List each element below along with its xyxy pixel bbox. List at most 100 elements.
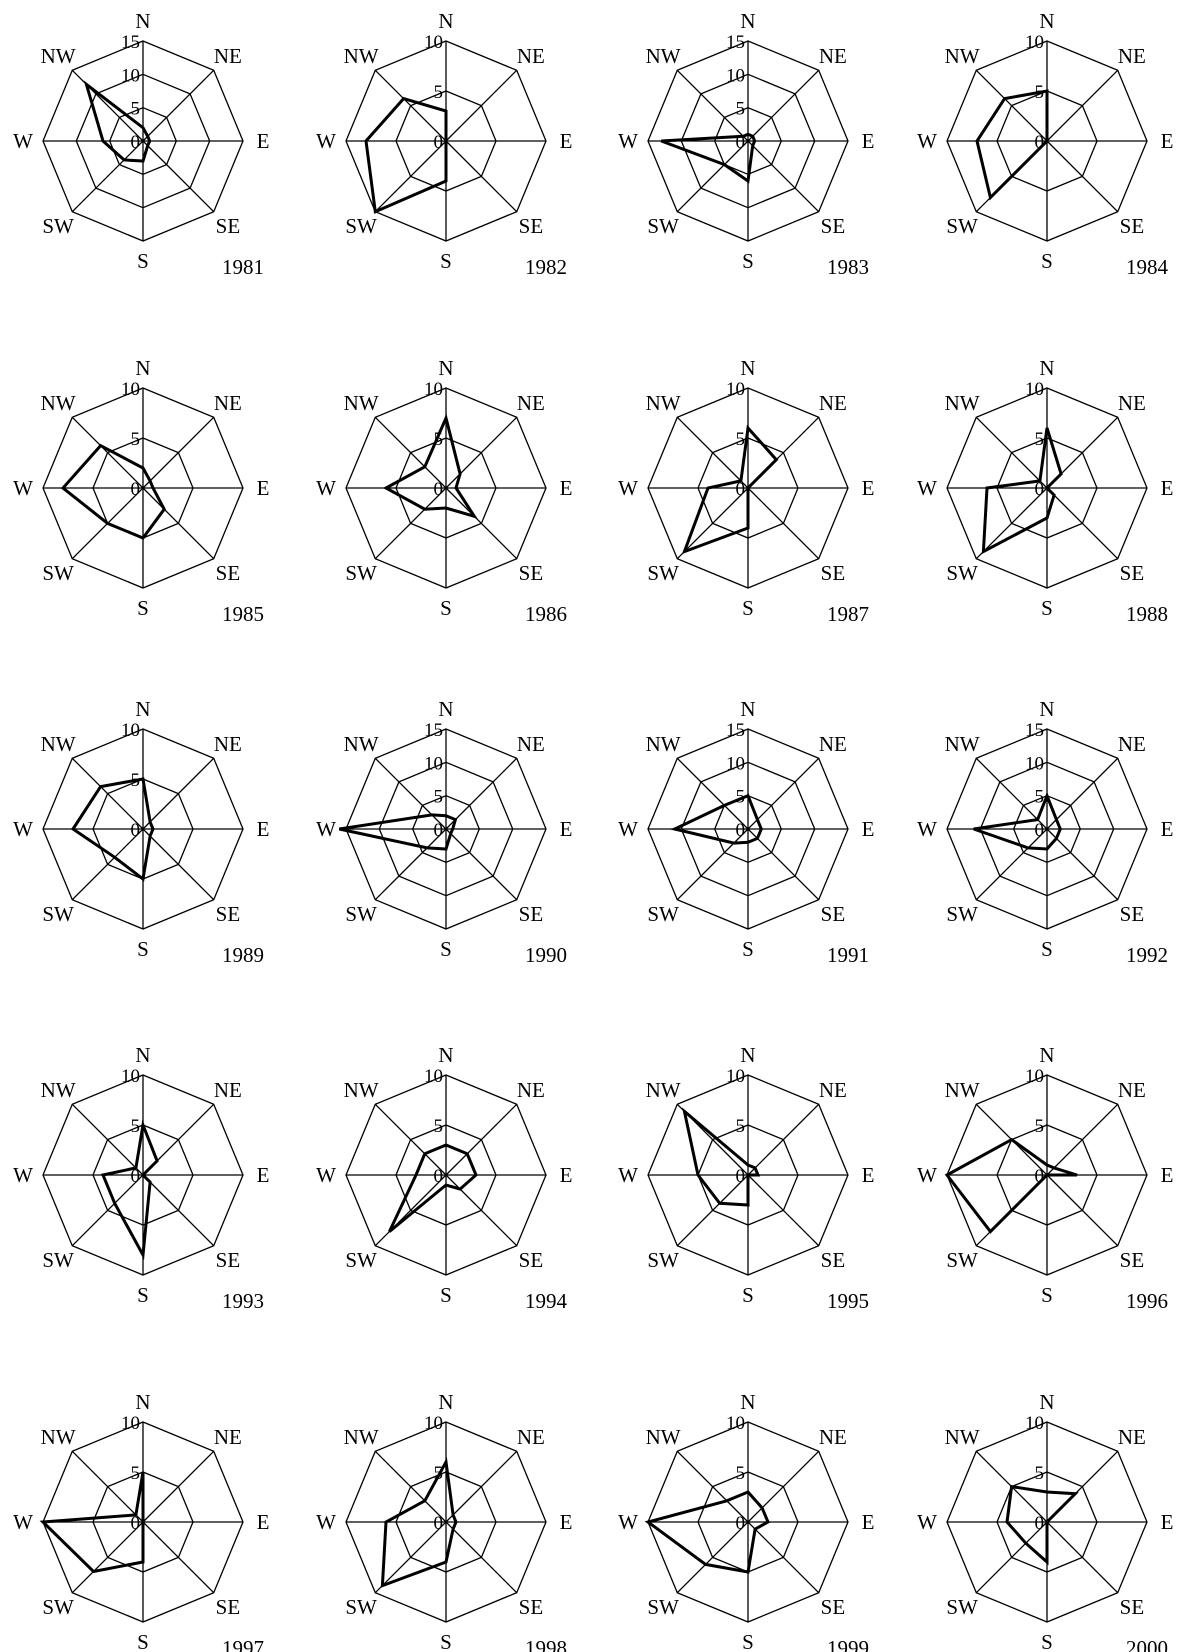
radial-tick-label: 5 xyxy=(1035,1116,1045,1137)
radial-tick-label: 5 xyxy=(131,1116,141,1137)
radial-tick-label: 10 xyxy=(726,753,745,774)
spoke-nw xyxy=(374,757,447,830)
direction-label-sw: SW xyxy=(345,214,377,238)
radial-tick-label: 0 xyxy=(1035,1513,1045,1534)
direction-label-nw: NW xyxy=(41,1078,76,1102)
direction-label-ne: NE xyxy=(517,1078,545,1102)
direction-label-e: E xyxy=(862,1163,875,1187)
year-label: 1996 xyxy=(1126,1289,1168,1313)
direction-label-e: E xyxy=(862,817,875,841)
spoke-se xyxy=(142,1521,215,1594)
direction-label-nw: NW xyxy=(41,391,76,415)
radial-tick-label: 0 xyxy=(131,1166,141,1187)
direction-label-se: SE xyxy=(821,1248,846,1272)
spoke-se xyxy=(1046,487,1119,560)
direction-label-nw: NW xyxy=(646,391,681,415)
direction-label-sw: SW xyxy=(946,1595,978,1619)
direction-label-s: S xyxy=(137,596,149,620)
spoke-se xyxy=(747,828,820,901)
spoke-nw xyxy=(71,69,144,142)
spoke-ne xyxy=(1046,757,1119,830)
radial-tick-label: 15 xyxy=(726,32,745,53)
direction-label-se: SE xyxy=(519,214,544,238)
spoke-sw xyxy=(676,487,749,560)
radial-tick-label: 5 xyxy=(1035,787,1045,808)
direction-label-s: S xyxy=(440,596,452,620)
year-label: 1982 xyxy=(525,255,567,279)
spoke-sw xyxy=(975,487,1048,560)
direction-label-e: E xyxy=(257,817,270,841)
year-label: 1987 xyxy=(827,602,869,626)
wind-frequency-polygon xyxy=(100,1119,159,1260)
direction-label-ne: NE xyxy=(517,1425,545,1449)
direction-label-w: W xyxy=(917,817,937,841)
spoke-se xyxy=(142,1174,215,1247)
year-label: 1999 xyxy=(827,1636,869,1652)
radial-tick-label: 10 xyxy=(726,1066,745,1087)
wind-frequency-polygon xyxy=(60,443,166,540)
spoke-se xyxy=(445,487,518,560)
spoke-se xyxy=(1046,1521,1119,1594)
direction-label-ne: NE xyxy=(517,732,545,756)
year-label: 1990 xyxy=(525,943,567,967)
wind-frequency-polygon xyxy=(364,96,448,214)
radial-tick-label: 10 xyxy=(1025,32,1044,53)
direction-label-s: S xyxy=(440,937,452,961)
year-label: 1993 xyxy=(222,1289,264,1313)
spoke-ne xyxy=(445,1103,518,1176)
direction-label-n: N xyxy=(135,356,150,380)
radial-tick-label: 10 xyxy=(424,1413,443,1434)
direction-label-nw: NW xyxy=(945,732,980,756)
direction-label-se: SE xyxy=(519,561,544,585)
direction-label-nw: NW xyxy=(945,391,980,415)
radial-tick-label: 5 xyxy=(1035,429,1045,450)
direction-label-n: N xyxy=(438,356,453,380)
direction-label-sw: SW xyxy=(647,214,679,238)
radial-tick-label: 0 xyxy=(434,1166,444,1187)
year-label: 1984 xyxy=(1126,255,1169,279)
direction-label-e: E xyxy=(862,129,875,153)
direction-label-s: S xyxy=(1041,596,1053,620)
direction-label-nw: NW xyxy=(344,391,379,415)
spoke-se xyxy=(1046,828,1119,901)
direction-label-e: E xyxy=(560,1163,573,1187)
direction-label-sw: SW xyxy=(345,902,377,926)
direction-label-nw: NW xyxy=(344,44,379,68)
radial-tick-label: 0 xyxy=(131,132,141,153)
wind-rose-1983: 0 5 10 15N NE E SE S SW W NW 1983 xyxy=(618,9,874,279)
direction-label-s: S xyxy=(742,596,754,620)
radial-tick-label: 10 xyxy=(121,720,140,741)
radial-tick-label: 0 xyxy=(131,1513,141,1534)
direction-label-nw: NW xyxy=(41,732,76,756)
direction-label-s: S xyxy=(137,937,149,961)
radial-tick-label: 10 xyxy=(1025,1066,1044,1087)
direction-label-w: W xyxy=(316,817,336,841)
direction-label-n: N xyxy=(135,697,150,721)
direction-label-e: E xyxy=(1161,476,1174,500)
spoke-nw xyxy=(975,69,1048,142)
spoke-ne xyxy=(142,69,215,142)
direction-label-nw: NW xyxy=(41,1425,76,1449)
radial-tick-label: 10 xyxy=(726,379,745,400)
direction-label-ne: NE xyxy=(214,44,242,68)
spoke-ne xyxy=(142,757,215,830)
wind-frequency-polygon xyxy=(644,1490,770,1574)
radial-tick-label: 0 xyxy=(1035,1166,1045,1187)
radial-tick-label: 10 xyxy=(121,65,140,86)
direction-label-w: W xyxy=(316,476,336,500)
spoke-sw xyxy=(71,828,144,901)
wind-frequency-polygon xyxy=(70,777,155,882)
direction-label-w: W xyxy=(618,129,638,153)
spoke-nw xyxy=(676,416,749,489)
wind-frequency-polygon xyxy=(388,1143,478,1233)
radial-tick-label: 5 xyxy=(434,1116,444,1137)
wind-frequency-polygon xyxy=(981,427,1063,555)
radial-tick-label: 15 xyxy=(1025,720,1044,741)
spoke-ne xyxy=(142,1450,215,1523)
direction-label-se: SE xyxy=(821,902,846,926)
radial-tick-label: 0 xyxy=(736,820,746,841)
wind-frequency-polygon xyxy=(944,1137,1078,1234)
spoke-ne xyxy=(445,1450,518,1523)
radial-tick-label: 5 xyxy=(736,787,746,808)
spoke-nw xyxy=(374,69,447,142)
